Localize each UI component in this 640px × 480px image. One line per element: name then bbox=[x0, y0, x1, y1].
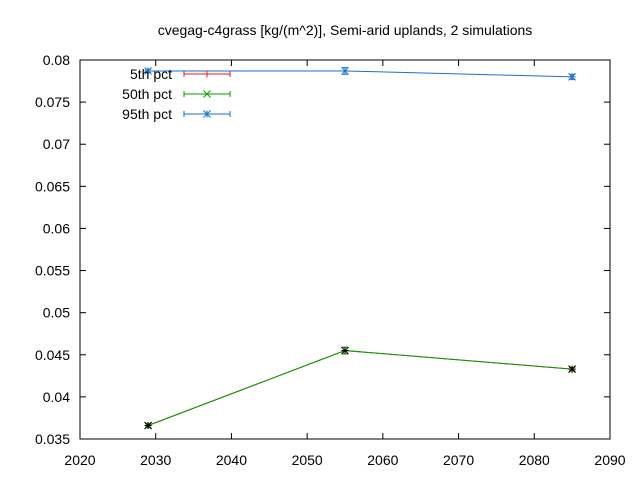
legend-marker bbox=[203, 70, 211, 78]
legend: 5th pct 50th pct 95th pct bbox=[122, 66, 231, 122]
marker-stroke bbox=[203, 110, 211, 118]
marker-stroke bbox=[144, 421, 152, 430]
legend-label: 5th pct bbox=[130, 66, 172, 82]
y-tick-label: 0.05 bbox=[43, 305, 70, 321]
y-tick-label: 0.06 bbox=[43, 220, 70, 236]
data-point bbox=[341, 346, 349, 355]
plot-area bbox=[144, 67, 576, 430]
y-tick-label: 0.055 bbox=[35, 263, 70, 279]
series-2 bbox=[144, 67, 576, 81]
data-point bbox=[341, 67, 349, 75]
y-tick-label: 0.065 bbox=[35, 178, 70, 194]
x-tick-label: 2090 bbox=[594, 452, 625, 468]
y-tick-label: 0.07 bbox=[43, 136, 70, 152]
plot-frame bbox=[79, 59, 611, 440]
marker-stroke bbox=[568, 365, 576, 373]
legend-label: 50th pct bbox=[122, 86, 172, 102]
data-point bbox=[568, 365, 576, 373]
marker-stroke bbox=[341, 346, 349, 355]
legend-marker bbox=[203, 90, 211, 98]
x-tick-label: 2070 bbox=[443, 452, 474, 468]
x-tick-label: 2080 bbox=[519, 452, 550, 468]
x-tick-label: 2050 bbox=[292, 452, 323, 468]
marker-stroke bbox=[144, 67, 152, 75]
series-0 bbox=[144, 346, 576, 430]
marker-stroke bbox=[203, 90, 211, 98]
y-tick-label: 0.045 bbox=[35, 347, 70, 363]
legend-entry-2: 95th pct bbox=[122, 106, 231, 122]
series-3 bbox=[144, 346, 576, 430]
series-line bbox=[147, 350, 573, 426]
legend-entry-0: 5th pct bbox=[130, 66, 231, 82]
legend-label: 95th pct bbox=[122, 106, 172, 122]
axes: 2020 2030 2040 2050 2060 2070 2080 2090 0.035 0.0… bbox=[35, 52, 626, 468]
legend-marker bbox=[203, 110, 211, 118]
series-1 bbox=[144, 346, 576, 430]
chart-title: cvegag-c4grass [kg/(m^2)], Semi-arid upl… bbox=[158, 22, 533, 38]
legend-entry-1: 50th pct bbox=[122, 86, 231, 102]
y-tick-label: 0.08 bbox=[43, 52, 70, 68]
marker-stroke bbox=[568, 72, 576, 81]
series-line bbox=[147, 350, 573, 426]
data-point bbox=[568, 72, 576, 81]
x-tick-label: 2020 bbox=[64, 452, 95, 468]
y-tick-label: 0.035 bbox=[35, 431, 70, 447]
x-tick-label: 2040 bbox=[216, 452, 247, 468]
x-tick-label: 2060 bbox=[367, 452, 398, 468]
y-tick-label: 0.075 bbox=[35, 94, 70, 110]
data-point bbox=[144, 421, 152, 430]
marker-stroke bbox=[341, 67, 349, 75]
x-tick-label: 2030 bbox=[140, 452, 171, 468]
data-point bbox=[144, 67, 152, 75]
y-tick-label: 0.04 bbox=[43, 389, 70, 405]
